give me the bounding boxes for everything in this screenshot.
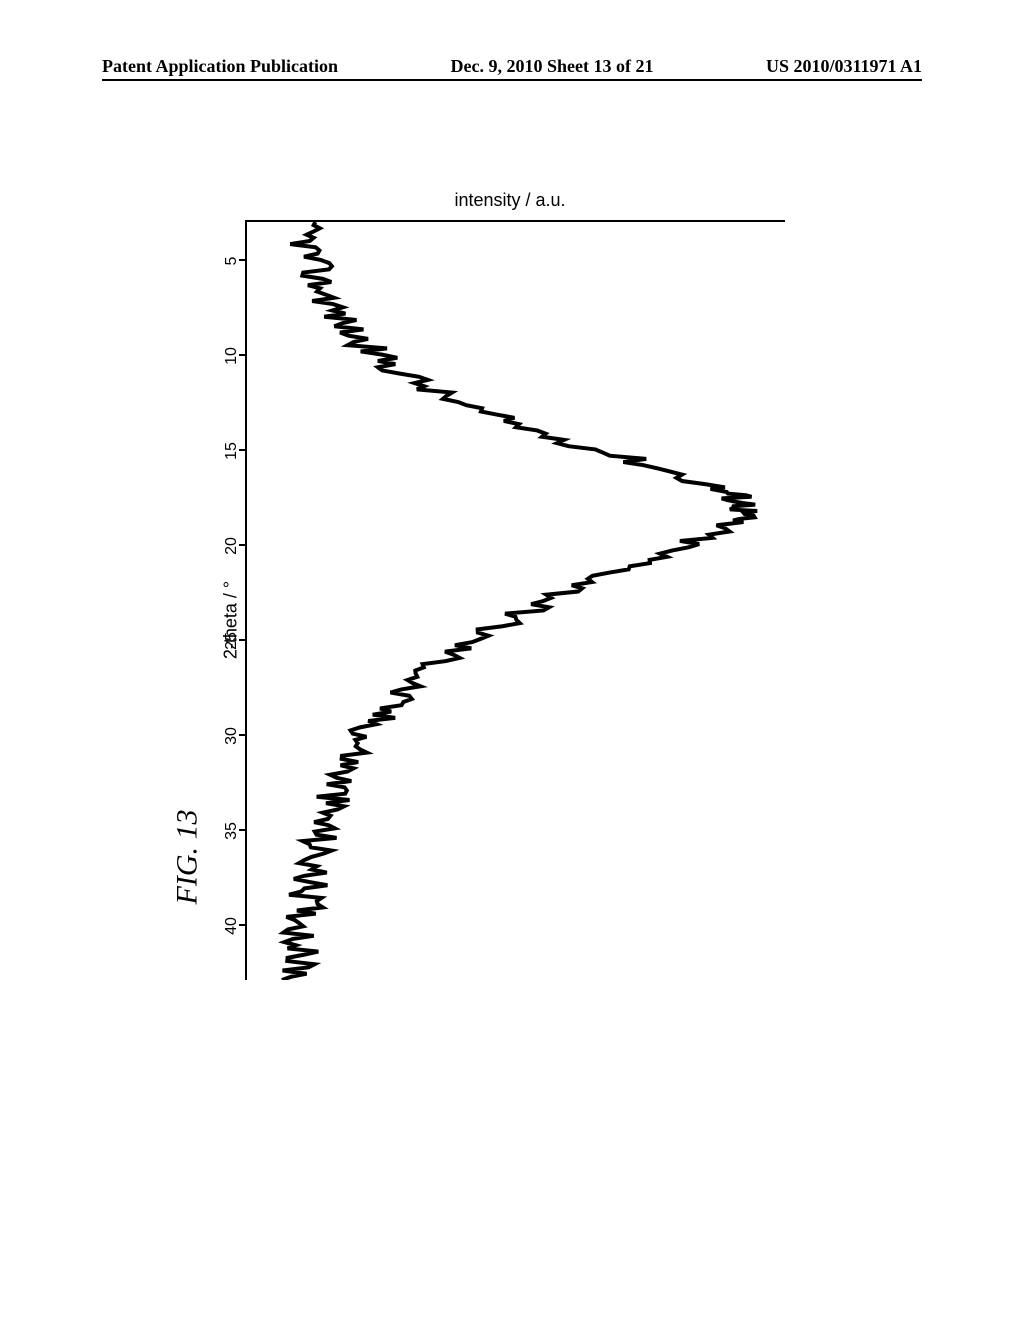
x-tick-label: 30 xyxy=(223,721,241,751)
x-tick-label: 20 xyxy=(223,531,241,561)
figure-label: FIG. 13 xyxy=(170,810,204,905)
x-tick-label: 40 xyxy=(223,911,241,941)
header-center: Dec. 9, 2010 Sheet 13 of 21 xyxy=(451,56,654,77)
xrd-chart: intensity / a.u. 510152025303540 2-theta… xyxy=(170,180,850,1060)
x-axis-label: 2-theta / ° xyxy=(221,581,242,659)
x-tick-label: 10 xyxy=(223,341,241,371)
header-left: Patent Application Publication xyxy=(102,56,338,77)
x-tick-label: 15 xyxy=(223,436,241,466)
patent-header: Patent Application Publication Dec. 9, 2… xyxy=(0,56,1024,81)
plot-area: 510152025303540 xyxy=(245,220,785,980)
y-axis-label: intensity / a.u. xyxy=(454,190,565,211)
x-tick-label: 35 xyxy=(223,816,241,846)
xrd-curve xyxy=(247,222,785,980)
x-tick-label: 5 xyxy=(223,246,241,276)
header-right: US 2010/0311971 A1 xyxy=(766,56,922,77)
